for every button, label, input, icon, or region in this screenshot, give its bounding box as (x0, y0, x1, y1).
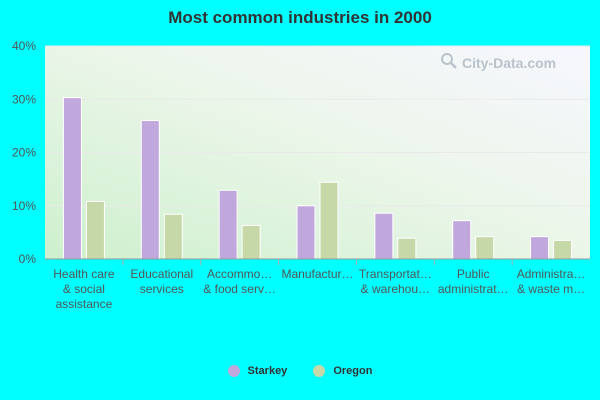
x-tick-label: Administra… & waste m… (517, 267, 586, 296)
y-tick-label: 10% (12, 199, 36, 213)
x-tick-label: Health care & social assistance (53, 267, 115, 311)
x-tick-label-line: Manufactur… (281, 267, 353, 281)
magnifier-icon (440, 52, 458, 73)
bar-starkey (140, 120, 160, 260)
x-tick-label-line: Transportat… (359, 267, 432, 281)
x-tick-label-line: Educational (130, 267, 193, 281)
x-tick-label-line: Health care (53, 267, 115, 281)
bar-starkey (530, 236, 550, 260)
x-tick-label-line: & social (63, 282, 105, 296)
x-tick-label-line: administrat… (438, 282, 509, 296)
chart-title: Most common industries in 2000 (168, 8, 432, 27)
legend-swatch-starkey (227, 365, 240, 377)
y-tick-label: 40% (12, 39, 36, 53)
watermark-text: City-Data.com (462, 54, 557, 71)
x-tick-label-line: assistance (56, 297, 113, 311)
bar-starkey (374, 212, 394, 260)
legend: Starkey Oregon (0, 365, 600, 377)
x-tick-label: Educational services (130, 267, 193, 296)
bar-starkey (296, 205, 316, 260)
bar-oregon (85, 200, 105, 260)
x-tick-label: Transportat… & warehou… (359, 267, 432, 296)
x-tick-label-line: services (140, 282, 184, 296)
bar-oregon (553, 239, 573, 260)
bar-oregon (163, 213, 183, 260)
x-tick-label-line: Accommo… (207, 267, 272, 281)
bar-oregon (319, 181, 339, 260)
bar-starkey (218, 189, 238, 260)
x-tick-label-line: & waste m… (517, 282, 585, 296)
bar-oregon (241, 224, 261, 260)
x-tick-label-line: Administra… (517, 267, 586, 281)
x-tick-label: Accommo… & food serv… (203, 267, 276, 296)
bar-chart: 0% 10% 20% 30% 40% Health care & social assista… (12, 39, 590, 311)
x-tick-label-line: & food serv… (203, 282, 276, 296)
bar-oregon (475, 236, 495, 260)
watermark: City-Data.com (440, 52, 556, 73)
legend-label-starkey: Starkey (247, 365, 288, 377)
bar-starkey (62, 97, 82, 260)
x-tick-label-line: & warehou… (361, 282, 430, 296)
bar-oregon (397, 237, 417, 260)
x-tick-label: Manufactur… (281, 267, 353, 281)
y-tick-label: 30% (12, 92, 36, 106)
y-tick-label: 20% (12, 146, 36, 160)
legend-item-oregon: Oregon (313, 365, 372, 377)
x-tick-label: Public administrat… (438, 267, 509, 296)
bar-starkey (452, 220, 472, 260)
legend-item-starkey: Starkey (227, 365, 288, 377)
legend-label-oregon: Oregon (333, 365, 373, 377)
x-tick-label-line: Public (457, 267, 490, 281)
y-tick-label: 0% (19, 252, 37, 266)
legend-swatch-oregon (313, 365, 326, 377)
